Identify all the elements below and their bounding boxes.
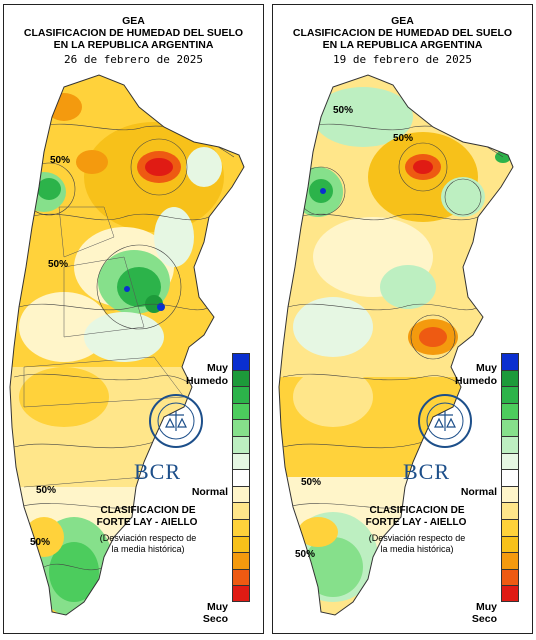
bcr-seal-logo [418,394,472,448]
legend-normal-label: Normal [460,486,497,498]
agency-label: GEA [122,15,145,27]
map-panel-left: GEA CLASIFICACION DE HUMEDAD DEL SUELO E… [3,4,264,634]
legend-very-dry-label-2: Seco [202,613,228,625]
map-date: 19 de febrero de 2025 [332,53,473,66]
legend-swatch [501,518,519,536]
map-date: 26 de febrero de 2025 [63,53,204,66]
color-legend [232,353,250,602]
classification-line1: CLASIFICACION DE [369,505,465,516]
legend-swatch [501,402,519,420]
legend-very-wet-label-1: Muy [207,362,228,374]
legend-swatch [232,452,250,470]
legend-swatch [232,552,250,569]
legend-swatch [232,568,250,586]
contour-label: 50% [36,485,57,496]
legend-swatch [232,585,250,602]
contour-label: 50% [295,549,316,560]
legend-swatch [232,402,250,420]
legend-swatch [232,369,250,387]
legend-very-wet-label-2: Humedo [455,375,497,387]
contour-label: 50% [333,105,354,116]
legend-swatch [232,502,250,519]
legend-swatch [232,535,250,553]
map-title-line1: CLASIFICACION DE HUMEDAD DEL SUELO [292,27,513,39]
legend-swatch [501,452,519,470]
legend-swatch [501,568,519,586]
deviation-line2: la media histórica) [380,544,454,554]
bcr-brand: BCR [403,459,451,484]
legend-very-dry-label-2: Seco [471,613,497,625]
bcr-brand: BCR [134,459,182,484]
legend-swatch [501,386,519,403]
legend-swatch [501,552,519,569]
legend-swatch [501,585,519,602]
color-legend [501,353,519,602]
contour-label: 50% [301,477,322,488]
legend-swatch [232,435,250,453]
agency-label: GEA [391,15,414,27]
classification-line2: FORTE LAY - AIELLO [365,517,467,528]
deviation-line1: (Desviación respecto de [368,533,466,543]
argentina-soil-moisture-map [9,74,245,616]
legend-swatch [501,502,519,519]
contour-label: 50% [30,537,51,548]
legend-swatch [501,469,519,486]
legend-very-wet-label-2: Humedo [186,375,228,387]
contour-label: 50% [50,155,71,166]
deviation-line2: la media histórica) [111,544,185,554]
legend-very-dry-label-1: Muy [207,601,228,613]
map-title-line2: EN LA REPUBLICA ARGENTINA [322,39,483,51]
legend-swatch [232,518,250,536]
contour-label: 50% [48,259,69,270]
deviation-line1: (Desviación respecto de [99,533,197,543]
legend-swatch [232,485,250,503]
bcr-seal-logo [149,394,203,448]
legend-swatch [232,419,250,436]
legend-normal-label: Normal [191,486,228,498]
legend-swatch [501,353,519,370]
contour-label: 50% [393,133,414,144]
legend-swatch [232,353,250,370]
classification-line2: FORTE LAY - AIELLO [96,517,198,528]
legend-very-wet-label-1: Muy [476,362,497,374]
legend-swatch [501,535,519,553]
legend-swatch [501,435,519,453]
classification-line1: CLASIFICACION DE [100,505,196,516]
legend-swatch [501,369,519,387]
map-title-line1: CLASIFICACION DE HUMEDAD DEL SUELO [23,27,244,39]
legend-very-dry-label-1: Muy [476,601,497,613]
legend-swatch [232,469,250,486]
legend-swatch [501,485,519,503]
map-title-line2: EN LA REPUBLICA ARGENTINA [53,39,214,51]
map-panel-right: GEA CLASIFICACION DE HUMEDAD DEL SUELO E… [272,4,533,634]
argentina-soil-moisture-map [278,74,514,616]
legend-swatch [232,386,250,403]
legend-swatch [501,419,519,436]
